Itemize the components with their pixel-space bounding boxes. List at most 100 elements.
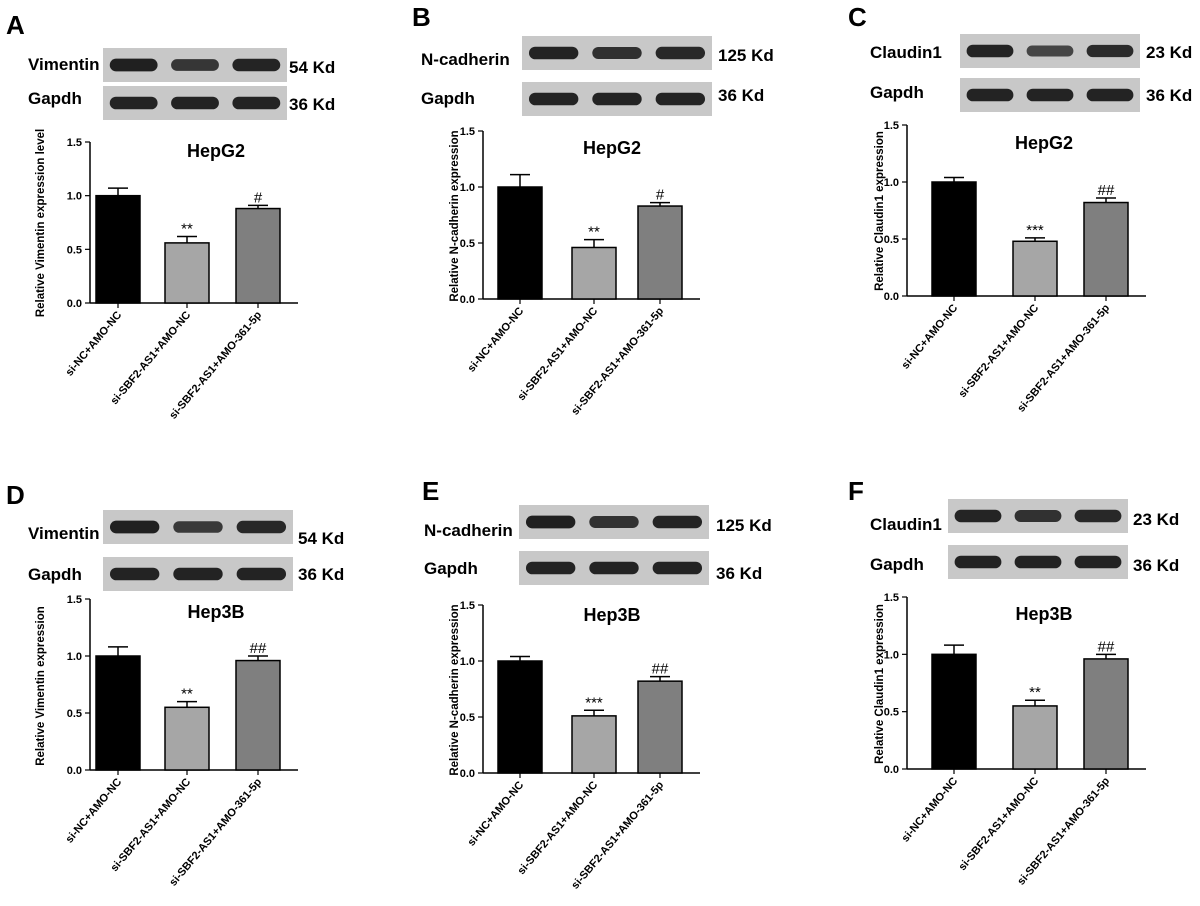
blot-band: [525, 561, 576, 575]
y-tick-label: 1.0: [67, 651, 82, 663]
y-tick-label: 0.5: [67, 708, 82, 720]
significance-marker: ***: [1026, 222, 1044, 239]
blot-size-label: 125 Kd: [716, 516, 772, 535]
x-tick-label: si-SBF2-AS1+AMO-NC: [956, 775, 1041, 873]
panel-letter: A: [6, 10, 25, 40]
blot-size-label: 36 Kd: [1133, 556, 1179, 575]
blot-band: [954, 509, 1002, 523]
bar: [164, 242, 210, 304]
blot-size-label: 36 Kd: [289, 95, 335, 114]
blot-band: [173, 567, 223, 581]
y-axis-label: Relative Claudin1 expression: [874, 604, 886, 764]
blot-band: [652, 515, 703, 529]
y-tick-label: 1.0: [67, 191, 82, 203]
blot-band: [525, 515, 576, 529]
y-axis-label: Relative N-cadherin expression: [449, 604, 461, 775]
x-tick-label: si-SBF2-AS1+AMO-NC: [108, 776, 193, 874]
bar: [497, 660, 543, 774]
blot-label-gapdh: Gapdh: [421, 89, 475, 108]
blot-band: [1086, 88, 1134, 102]
y-tick-label: 1.0: [884, 177, 899, 189]
y-tick-label: 1.5: [67, 594, 82, 606]
x-tick-label: si-NC+AMO-NC: [465, 305, 526, 374]
panel-letter: C: [848, 2, 867, 32]
bar: [1012, 240, 1058, 297]
x-tick-label: si-NC+AMO-NC: [63, 776, 124, 845]
panel-f: F Claudin1 23 Kd Gapdh 36 Kd 0.0 0.5 1.0 1.5Rela…: [848, 476, 1179, 888]
blot-label-gapdh: Gapdh: [870, 555, 924, 574]
bar: [95, 194, 141, 304]
blot-label-claudin1: Claudin1: [870, 43, 942, 62]
chart-title: Hep3B: [187, 602, 244, 622]
x-tick-label: si-NC+AMO-NC: [465, 779, 526, 848]
bar: [235, 207, 281, 304]
significance-marker: **: [588, 224, 600, 241]
y-tick-label: 1.0: [884, 649, 899, 661]
blot-size-label: 125 Kd: [718, 46, 774, 65]
blot-size-label: 36 Kd: [716, 564, 762, 583]
y-axis-label: Relative N-cadherin expression: [449, 130, 461, 301]
y-tick-label: 1.5: [460, 126, 475, 138]
blot-band: [966, 88, 1014, 102]
significance-marker: **: [181, 686, 193, 703]
blot-band: [173, 521, 223, 533]
y-axis-label: Relative Claudin1 expression: [874, 131, 886, 291]
blot-band: [652, 561, 703, 575]
blot-size-label: 36 Kd: [1146, 86, 1192, 105]
y-tick-label: 0.0: [67, 765, 82, 777]
blot-band: [655, 46, 706, 60]
blot-band: [236, 567, 287, 581]
bar: [1083, 201, 1129, 297]
x-tick-label: si-SBF2-AS1+AMO-NC: [108, 309, 193, 407]
blot-label-vimentin: Vimentin: [28, 524, 99, 543]
y-axis-label: Relative Vimentin expression level: [35, 129, 47, 317]
bar: [235, 659, 281, 771]
x-tick-label: si-NC+AMO-NC: [63, 309, 124, 378]
bar: [637, 680, 683, 774]
chart-title: HepG2: [1015, 133, 1073, 153]
y-tick-label: 1.0: [460, 656, 475, 668]
bar: [95, 655, 141, 771]
y-tick-label: 0.5: [884, 234, 899, 246]
blot-band: [592, 92, 642, 106]
blot-band: [1074, 555, 1122, 569]
blot-band: [592, 46, 642, 60]
significance-marker: ##: [1098, 182, 1115, 199]
bar: [571, 246, 617, 300]
blot-band: [109, 567, 160, 581]
y-tick-label: 0.0: [884, 291, 899, 303]
panel-letter: B: [412, 2, 431, 32]
y-tick-label: 0.0: [460, 294, 475, 306]
x-tick-label: si-NC+AMO-NC: [899, 775, 960, 844]
significance-marker: #: [656, 187, 665, 204]
y-tick-label: 0.5: [460, 712, 475, 724]
blot-band: [1014, 510, 1062, 522]
y-tick-label: 1.0: [460, 182, 475, 194]
significance-marker: ##: [652, 661, 669, 678]
chart-title: HepG2: [187, 141, 245, 161]
blot-size-label: 23 Kd: [1146, 43, 1192, 62]
blot-band: [232, 96, 281, 110]
blot-band: [954, 555, 1002, 569]
blot-band: [171, 59, 219, 71]
blot-band: [966, 44, 1014, 58]
blot-size-label: 23 Kd: [1133, 510, 1179, 529]
blot-band: [528, 92, 579, 106]
blot-label-gapdh: Gapdh: [424, 559, 478, 578]
y-tick-label: 0.5: [67, 244, 82, 256]
bar: [497, 186, 543, 300]
bar: [931, 181, 977, 297]
blot-size-label: 54 Kd: [298, 529, 344, 548]
blot-band: [109, 58, 158, 72]
panel-e: E N-cadherin 125 Kd Gapdh 36 Kd 0.0 0.5 1.0 1.5R…: [422, 476, 772, 892]
y-tick-label: 1.5: [460, 600, 475, 612]
panel-letter: F: [848, 476, 864, 506]
y-tick-label: 0.0: [67, 298, 82, 310]
y-tick-label: 1.5: [884, 592, 899, 604]
blot-band: [1026, 88, 1074, 102]
bar: [1083, 658, 1129, 770]
